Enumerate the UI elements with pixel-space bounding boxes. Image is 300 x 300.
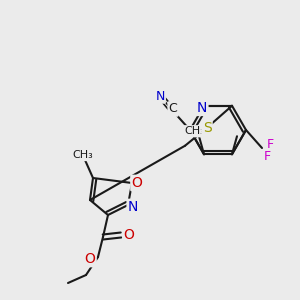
Text: N: N — [155, 89, 165, 103]
Text: F: F — [266, 137, 274, 151]
Text: O: O — [132, 176, 142, 190]
Text: N: N — [128, 200, 138, 214]
Text: O: O — [124, 228, 134, 242]
Text: CH₃: CH₃ — [184, 126, 206, 136]
Text: O: O — [85, 252, 95, 266]
Text: CH₃: CH₃ — [73, 150, 93, 160]
Text: N: N — [197, 101, 207, 115]
Text: S: S — [202, 121, 211, 135]
Text: C: C — [169, 103, 177, 116]
Text: F: F — [263, 151, 271, 164]
